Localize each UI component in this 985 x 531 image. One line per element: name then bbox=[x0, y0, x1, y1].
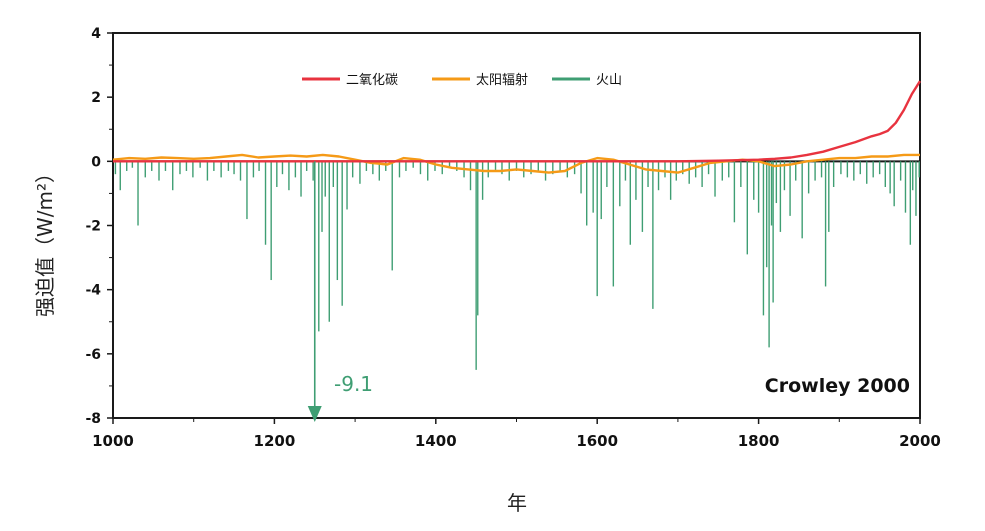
y-tick-label: 2 bbox=[91, 90, 101, 106]
x-tick-label: 1000 bbox=[92, 432, 134, 450]
x-axis-label: 年 bbox=[507, 491, 527, 515]
x-tick-label: 1800 bbox=[738, 432, 780, 450]
legend-label-co2: 二氧化碳 bbox=[346, 73, 398, 88]
y-tick-label: 4 bbox=[91, 26, 101, 42]
x-tick-label: 2000 bbox=[899, 432, 941, 450]
y-tick-label: -4 bbox=[85, 283, 101, 299]
y-tick-label: -8 bbox=[85, 411, 101, 427]
y-tick-label: -2 bbox=[85, 219, 101, 235]
x-tick-label: 1600 bbox=[576, 432, 618, 450]
y-tick-label: -6 bbox=[85, 347, 101, 363]
x-tick-label: 1400 bbox=[415, 432, 457, 450]
annotation-arrow-head bbox=[307, 406, 322, 422]
plot-area bbox=[112, 32, 921, 419]
legend: 二氧化碳 太阳辐射 火山 bbox=[302, 72, 622, 88]
series-volcano bbox=[114, 161, 920, 418]
y-tick-label: 0 bbox=[91, 154, 101, 170]
legend-label-solar: 太阳辐射 bbox=[476, 72, 528, 88]
axis-layer: 1000 1200 1400 1600 1800 2000 4 2 0 -2 -4 -6 -8 bbox=[85, 26, 940, 450]
annotation-label: -9.1 bbox=[334, 372, 373, 396]
series-layer bbox=[112, 80, 922, 422]
y-axis-label: 强迫值（W/m²） bbox=[33, 163, 57, 317]
credit-label: Crowley 2000 bbox=[765, 375, 910, 397]
legend-label-volcano: 火山 bbox=[596, 73, 622, 88]
series-line-solar bbox=[112, 153, 920, 174]
x-tick-label: 1200 bbox=[254, 432, 296, 450]
series-line-co2 bbox=[113, 80, 922, 163]
